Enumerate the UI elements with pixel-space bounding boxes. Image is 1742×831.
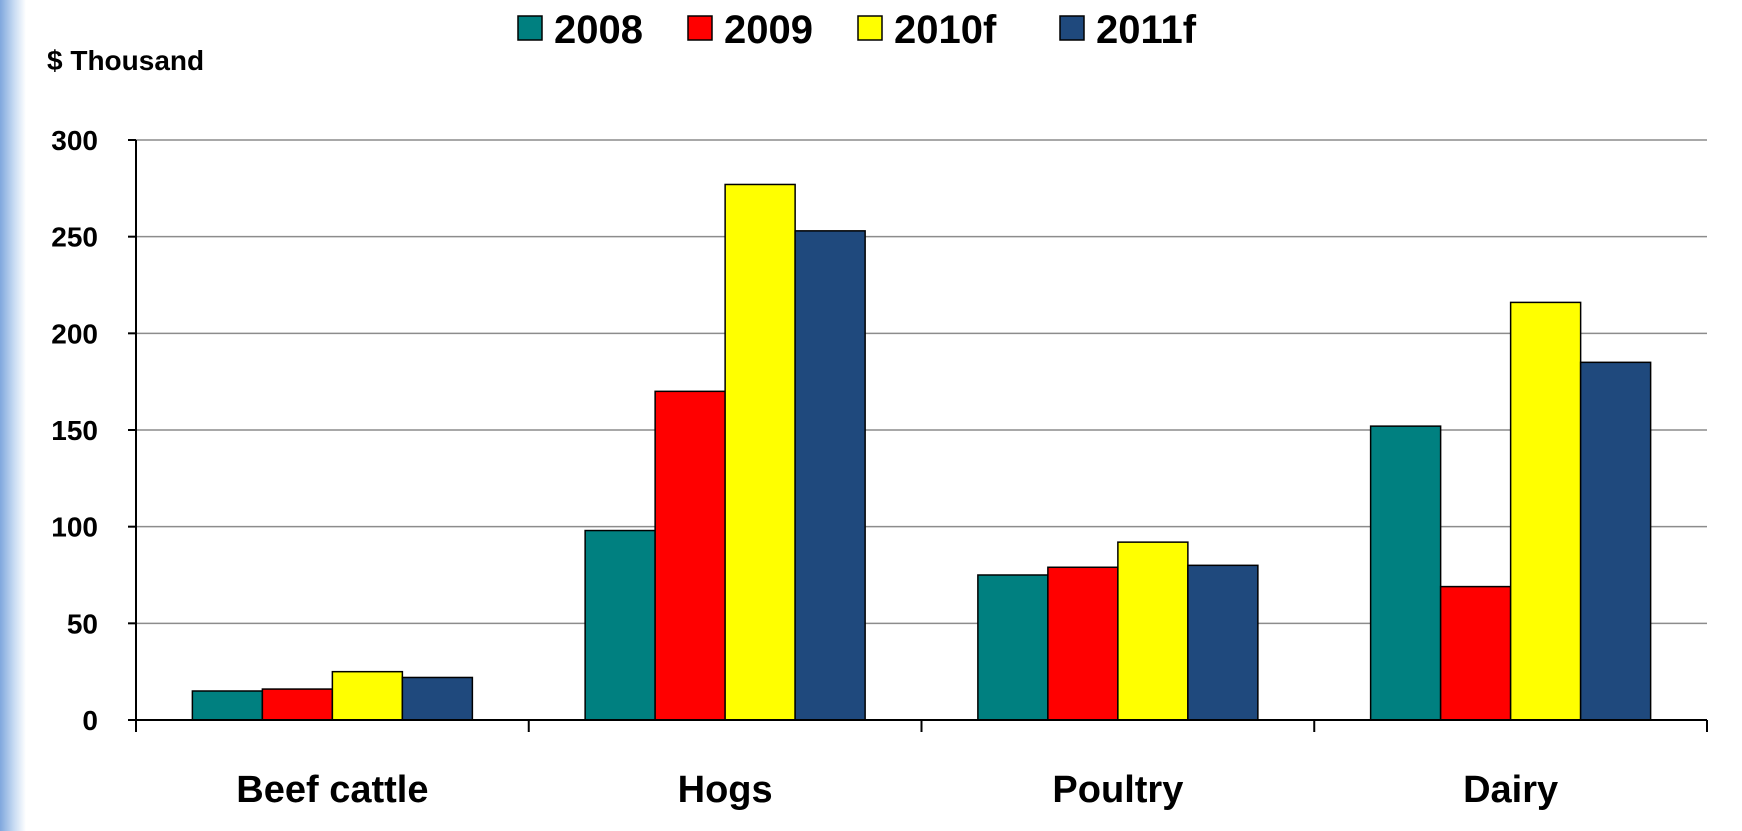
y-tick-label: 50 [67, 608, 98, 639]
x-category-label: Dairy [1463, 769, 1558, 811]
bar-dairy-2010f [1509, 301, 1582, 721]
bar-poultry-2010f [1117, 541, 1189, 721]
bar-hogs-2009 [654, 390, 726, 721]
x-category-label: Beef cattle [236, 769, 428, 811]
bar-beef-cattle-2011f [401, 676, 474, 721]
y-tick-label: 150 [51, 415, 98, 446]
legend-swatch-2010f [857, 15, 883, 41]
x-axis [135, 140, 1708, 732]
bar-hogs-2008 [584, 529, 656, 721]
bar-hogs-2010f [724, 183, 796, 721]
y-tick-label: 300 [51, 125, 98, 156]
x-category-label: Poultry [1052, 769, 1183, 811]
y-tick-label: 250 [51, 222, 98, 253]
legend-swatch-2011f [1059, 15, 1085, 41]
bars [191, 183, 1652, 721]
legend-label-2011f: 2011f [1096, 8, 1197, 52]
y-axis-ticks: 0 50 100 150 200 250 300 [51, 125, 136, 736]
bar-beef-cattle-2008 [191, 690, 264, 721]
bar-dairy-2011f [1579, 361, 1652, 721]
legend-swatch-2008 [517, 15, 543, 41]
bar-poultry-2011f [1187, 564, 1259, 721]
bar-dairy-2009 [1439, 585, 1512, 721]
y-tick-label: 100 [51, 512, 98, 543]
legend-label-2010f: 2010f [894, 8, 997, 52]
legend-swatch-2009 [687, 15, 713, 41]
y-axis-unit-label: $ Thousand [47, 45, 204, 76]
slide-edge-decoration [0, 0, 26, 831]
bar-poultry-2008 [977, 574, 1049, 721]
bar-beef-cattle-2009 [261, 688, 334, 721]
legend-label-2008: 2008 [554, 8, 643, 52]
y-tick-label: 0 [82, 705, 98, 736]
bar-hogs-2011f [794, 230, 866, 721]
bar-dairy-2008 [1369, 425, 1442, 721]
x-category-label: Hogs [678, 769, 773, 811]
legend: 2008 2009 2010f 2011f [517, 8, 1197, 52]
bar-beef-cattle-2010f [331, 670, 404, 721]
bar-poultry-2009 [1047, 566, 1119, 721]
legend-label-2009: 2009 [724, 8, 813, 52]
y-tick-label: 200 [51, 318, 98, 349]
gridlines [136, 139, 1707, 625]
x-axis-labels: Beef cattle Hogs Poultry Dairy [236, 769, 1558, 811]
